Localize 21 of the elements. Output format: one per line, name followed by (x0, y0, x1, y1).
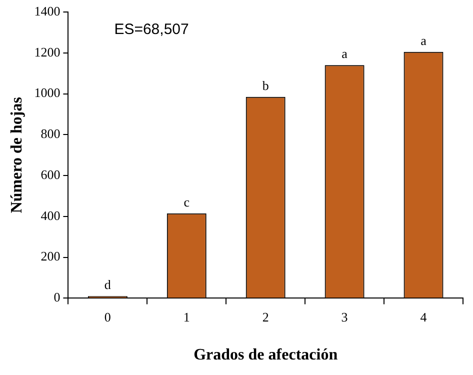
y-tick-label: 1200 (34, 44, 60, 60)
x-tick-label: 1 (183, 309, 190, 324)
y-tick-label: 0 (54, 290, 60, 305)
x-axis-title: Grados de afectación (194, 346, 338, 364)
y-tick-label: 1000 (34, 85, 60, 100)
y-tick-label: 800 (40, 126, 60, 142)
annotation: a (342, 46, 348, 62)
x-tick-label: 0 (104, 309, 111, 324)
y-tick-label: 400 (40, 208, 60, 223)
annotation: b (262, 78, 269, 93)
y-axis-title: Número de hojas (8, 97, 26, 214)
x-tick-label: 2 (262, 309, 269, 324)
x-tick-label: 3 (341, 309, 348, 324)
annotation: d (104, 277, 112, 292)
annotation: a (420, 32, 427, 48)
x-tick-label: 4 (420, 309, 428, 324)
y-tick-label: 1400 (34, 3, 60, 18)
annotation: c (184, 194, 190, 210)
y-tick-label: 200 (40, 248, 60, 264)
annotation: ES=68,507 (114, 21, 189, 38)
y-tick-label: 600 (40, 166, 60, 182)
